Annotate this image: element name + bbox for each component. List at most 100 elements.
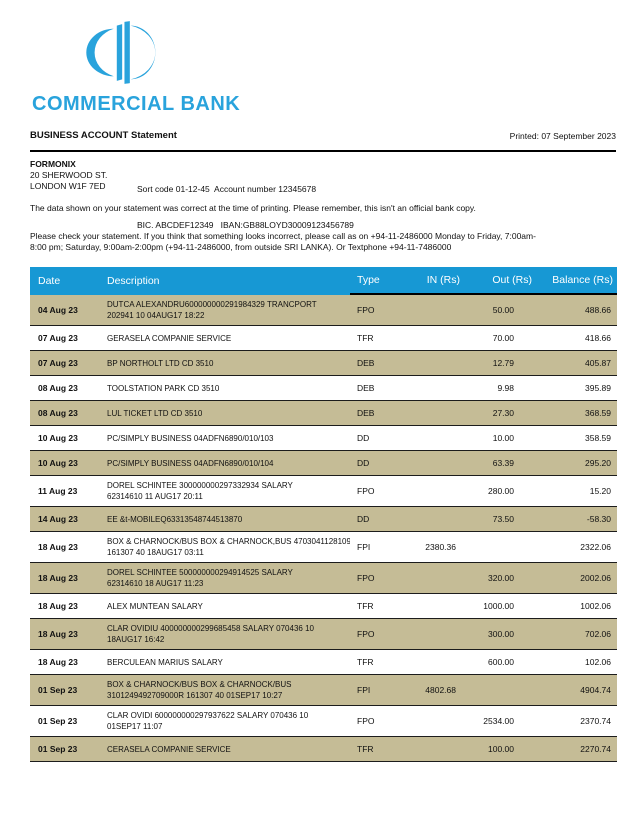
cell-in [402,334,462,342]
cell-in [402,306,462,314]
cell-out: 100.00 [488,744,514,754]
cell-out: 27.30 [492,408,514,418]
cell-date: 18 Aug 23 [38,573,78,583]
cell-balance: 1002.06 [580,601,611,611]
cell-date: 01 Sep 23 [38,716,78,726]
cell-date: 18 Aug 23 [38,542,78,552]
cell-out: 2534.00 [483,716,514,726]
cell-balance: 358.59 [585,433,611,443]
cell-type: TFR [357,333,374,343]
cell-date: 08 Aug 23 [38,408,78,418]
column-header-balance: Balance (Rs) [534,267,617,295]
cell-in [402,574,462,582]
cell-balance: 418.66 [585,333,611,343]
cell-out: 1000.00 [483,601,514,611]
cell-out: 50.00 [492,305,514,315]
cell-type: FPO [357,573,375,583]
cell-date: 01 Sep 23 [38,744,78,754]
cell-in [402,359,462,367]
table-row: 10 Aug 23 PC/SIMPLY BUSINESS 04ADFN6890/… [30,451,617,476]
printed-date: Printed: 07 September 2023 [509,131,616,141]
cell-in [402,745,462,753]
cell-description: CLAR OVIDI 600000000297937622 SALARY 070… [107,711,309,731]
cell-description: BOX & CHARNOCK/BUS BOX & CHARNOCK,BUS 47… [107,537,350,557]
cell-out: 280.00 [488,486,514,496]
cell-description: CERASELA COMPANIE SERVICE [107,744,231,754]
transactions-table: Date Description Type IN (Rs) Out (Rs) B… [30,267,617,762]
table-row: 08 Aug 23 TOOLSTATION PARK CD 3510 DEB 9… [30,376,617,401]
header-divider [30,150,616,152]
cell-balance: 368.59 [585,408,611,418]
cell-in: 4802.68 [425,685,456,695]
cell-description: GERASELA COMPANIE SERVICE [107,333,232,343]
cell-type: FPO [357,716,375,726]
cell-balance: 395.89 [585,383,611,393]
table-row: 18 Aug 23 CLAR OVIDIU 400000000299685458… [30,619,617,650]
cell-in [402,409,462,417]
cell-description: BERCULEAN MARIUS SALARY [107,657,223,667]
cell-out: 63.39 [492,458,514,468]
cell-balance: 2002.06 [580,573,611,583]
table-row: 01 Sep 23 CLAR OVIDI 600000000297937622 … [30,706,617,737]
cell-date: 10 Aug 23 [38,458,78,468]
cell-in [402,487,462,495]
column-header-in: IN (Rs) [402,267,462,295]
cell-date: 11 Aug 23 [38,486,78,496]
column-header-description: Description [107,275,160,287]
cell-type: TFR [357,657,374,667]
cell-type: DD [357,458,370,468]
cell-in [402,717,462,725]
table-row: 01 Sep 23 BOX & CHARNOCK/BUS BOX & CHARN… [30,675,617,706]
cell-date: 08 Aug 23 [38,383,78,393]
statement-title-row: BUSINESS ACCOUNT Statement Printed: 07 S… [30,130,616,141]
cell-description: BP NORTHOLT LTD CD 3510 [107,358,214,368]
cell-type: FPO [357,629,375,639]
cell-type: DEB [357,383,375,393]
cell-out: 320.00 [488,573,514,583]
cell-description: TOOLSTATION PARK CD 3510 [107,383,220,393]
bic-iban: BIC. ABCDEF12349 IBAN:GB88LOYD3000912345… [137,220,354,230]
cell-date: 04 Aug 23 [38,305,78,315]
table-row: 07 Aug 23 GERASELA COMPANIE SERVICE TFR … [30,326,617,351]
cell-out [462,686,534,694]
cell-balance: 405.87 [585,358,611,368]
cell-out: 10.00 [492,433,514,443]
table-header-row: Date Description Type IN (Rs) Out (Rs) B… [30,267,617,295]
table-row: 01 Sep 23 CERASELA COMPANIE SERVICE TFR … [30,737,617,762]
cell-description: LUL TICKET LTD CD 3510 [107,408,203,418]
cell-type: FPI [357,685,371,695]
cell-balance: 488.66 [585,305,611,315]
cell-date: 18 Aug 23 [38,629,78,639]
cell-description: EE &t-MOBILEQ63313548744513870 [107,514,243,524]
column-header-type: Type [350,267,402,295]
cell-balance: 2270.74 [580,744,611,754]
cell-description: PC/SIMPLY BUSINESS 04ADFN6890/010/103 [107,433,274,443]
cell-in [402,515,462,523]
cell-in [402,658,462,666]
cell-description: DOREL SCHINTEE 500000000294914525 SALARY… [107,568,293,588]
cell-out: 600.00 [488,657,514,667]
cell-in [402,630,462,638]
cell-type: TFR [357,601,374,611]
cell-type: DEB [357,408,375,418]
table-row: 08 Aug 23 LUL TICKET LTD CD 3510 DEB 27.… [30,401,617,426]
commercial-bank-logo-icon [80,21,172,84]
table-row: 18 Aug 23 BOX & CHARNOCK/BUS BOX & CHARN… [30,532,617,563]
cell-out: 12.79 [492,358,514,368]
bank-wordmark: COMMERCIAL BANK [32,93,241,115]
cell-balance: 2370.74 [580,716,611,726]
column-header-date: Date [38,275,61,287]
cell-description: PC/SIMPLY BUSINESS 04ADFN6890/010/104 [107,458,274,468]
cell-date: 18 Aug 23 [38,601,78,611]
cell-in [402,384,462,392]
account-details-block: Sort code 01-12-45 Account number 123456… [137,159,354,255]
account-holder-name: FORMONIX [30,159,76,169]
table-row: 18 Aug 23 ALEX MUNTEAN SALARY TFR 1000.0… [30,594,617,619]
table-row: 07 Aug 23 BP NORTHOLT LTD CD 3510 DEB 12… [30,351,617,376]
cell-balance: 4904.74 [580,685,611,695]
cell-description: CLAR OVIDIU 400000000299685458 SALARY 07… [107,624,314,644]
column-header-out: Out (Rs) [462,267,534,295]
cell-description: BOX & CHARNOCK/BUS BOX & CHARNOCK/BUS 31… [107,680,292,700]
cell-in [402,602,462,610]
